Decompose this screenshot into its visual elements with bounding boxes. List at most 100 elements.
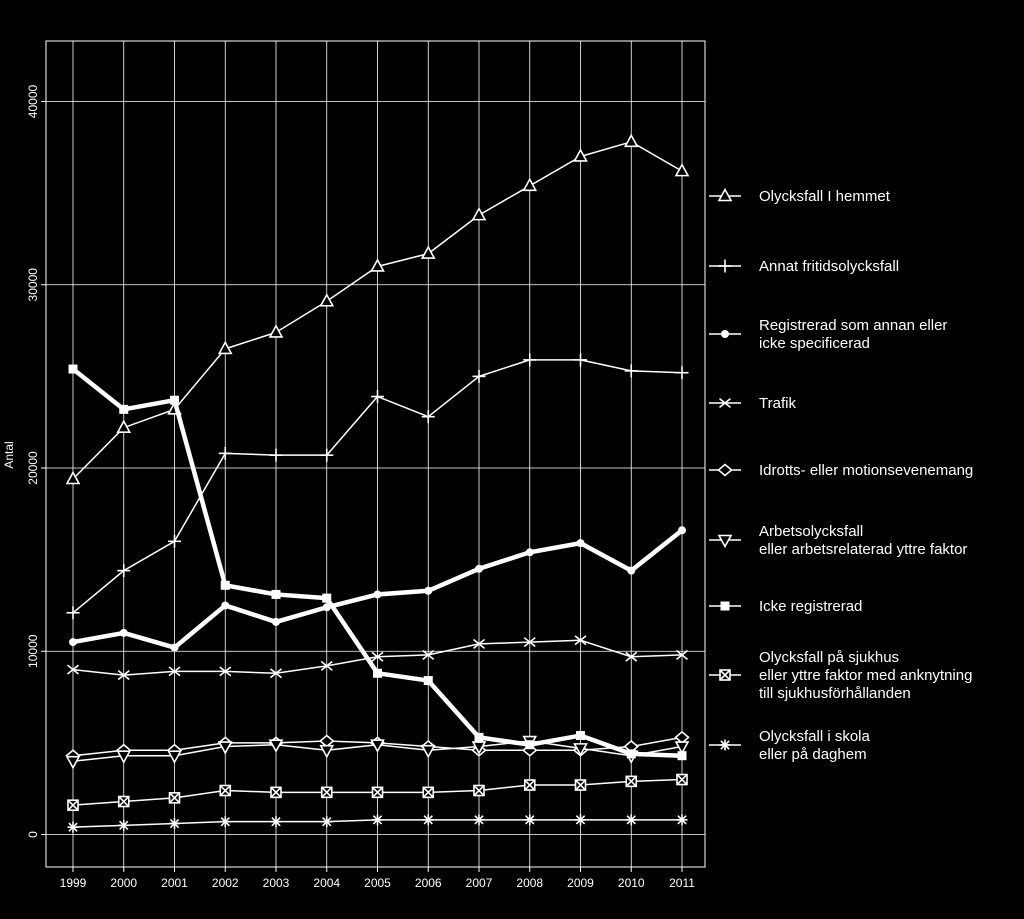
x-axis: 1999 2000 2001 2002 2003 2004 2005 2006 2007 2008… [60, 867, 695, 890]
data-point [119, 404, 129, 414]
legend-label: Arbetsolycksfall [759, 523, 863, 540]
data-point [625, 775, 638, 788]
legend-label: Annat fritidsolycksfall [759, 258, 899, 275]
data-point [573, 148, 588, 162]
data-point [219, 816, 231, 828]
data-point [522, 177, 538, 192]
series [68, 364, 687, 761]
data-point [321, 816, 333, 828]
series [65, 133, 690, 485]
y-tick-label: 30000 [26, 268, 40, 302]
x-tick-label: 2002 [212, 876, 239, 890]
x-tick-label: 2003 [263, 876, 290, 890]
x-tick-label: 1999 [60, 876, 87, 890]
data-point [472, 369, 486, 383]
data-point [116, 419, 132, 433]
data-point [370, 258, 385, 272]
data-point [170, 643, 179, 652]
data-point [117, 564, 131, 578]
data-point [373, 668, 382, 678]
data-point [626, 749, 636, 759]
data-point [269, 448, 283, 462]
data-point [674, 741, 690, 755]
data-point [523, 637, 536, 648]
data-point [678, 526, 686, 535]
data-point [574, 779, 587, 791]
data-point [217, 741, 233, 755]
legend-label: Trafik [759, 395, 796, 412]
data-point [675, 366, 689, 380]
data-point [423, 676, 433, 686]
data-point [169, 818, 180, 830]
legend-marker [719, 397, 731, 409]
legend-item: Trafik [709, 395, 796, 412]
y-tick-label: 10000 [26, 634, 40, 668]
x-tick-label: 2007 [466, 876, 493, 890]
legend-item: Olycksfall I hemmet [709, 187, 891, 205]
data-point [573, 743, 588, 757]
data-point [523, 779, 536, 791]
data-point [422, 649, 435, 660]
data-point [574, 635, 587, 646]
data-point [473, 814, 485, 826]
data-point [319, 734, 335, 748]
data-point [67, 799, 79, 811]
data-point [69, 638, 77, 647]
data-point [475, 564, 483, 573]
data-point [371, 651, 384, 662]
series [66, 353, 689, 620]
legend: Olycksfall I hemmet Annat fritidsolycksfa… [709, 187, 973, 763]
legend-marker [717, 187, 733, 202]
legend-label: Olycksfall på sjukhus [759, 649, 899, 666]
plot-frame [45, 40, 706, 868]
data-point [677, 751, 687, 761]
data-point [221, 601, 230, 610]
series-group [65, 133, 690, 833]
data-point [523, 353, 537, 367]
x-tick-label: 2010 [618, 876, 645, 890]
data-point [67, 664, 79, 675]
x-tick-label: 2005 [364, 876, 391, 890]
legend-marker [720, 601, 730, 611]
data-point [422, 814, 434, 826]
legend-marker [719, 669, 731, 681]
data-point [268, 324, 284, 338]
data-point [219, 784, 232, 797]
data-point [170, 395, 179, 405]
data-point [674, 730, 690, 744]
data-point [119, 628, 128, 637]
data-point [68, 364, 78, 374]
y-tick-label: 0 [26, 831, 40, 838]
data-point [65, 755, 81, 770]
data-point [219, 666, 232, 677]
data-point [421, 410, 435, 424]
data-point [525, 740, 535, 750]
legend-label: eller på daghem [759, 746, 867, 763]
data-point [320, 660, 333, 671]
legend-marker [721, 330, 729, 338]
data-point [268, 739, 284, 753]
data-point [65, 470, 81, 485]
data-point [118, 819, 130, 831]
data-point [473, 638, 485, 649]
series [67, 814, 688, 833]
data-point [322, 593, 332, 603]
legend-marker [717, 534, 733, 549]
legend-label: Olycksfall I hemmet [759, 188, 891, 205]
data-point [471, 206, 487, 221]
data-point [168, 666, 181, 677]
series [67, 635, 688, 681]
data-point [116, 750, 132, 764]
data-point [371, 390, 384, 404]
x-tick-label: 2004 [313, 876, 340, 890]
data-point [320, 786, 333, 799]
x-tick-label: 2001 [161, 876, 188, 890]
data-point [218, 446, 232, 460]
data-point [420, 744, 436, 759]
data-point [371, 786, 384, 799]
series [69, 526, 686, 652]
data-point [272, 617, 280, 626]
